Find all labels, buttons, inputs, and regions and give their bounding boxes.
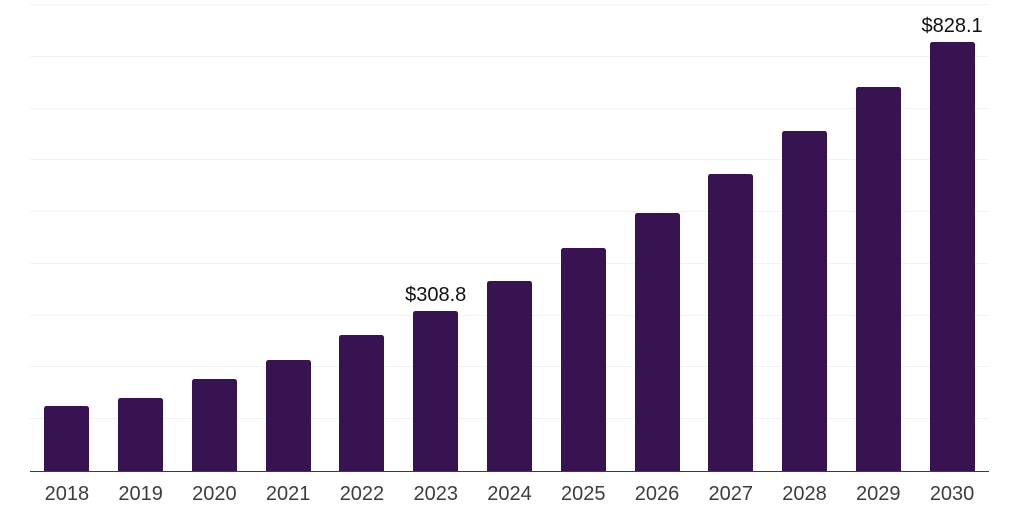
bar-slot-2029 <box>841 5 915 471</box>
gridline <box>30 159 989 161</box>
bar-2028 <box>782 131 828 471</box>
bar-2023 <box>413 311 459 471</box>
bars-container: $308.8 $828.1 <box>30 5 989 471</box>
bar-value-label-2023: $308.8 <box>405 284 467 307</box>
bar-2019 <box>118 398 164 471</box>
bar-2024 <box>486 280 532 471</box>
x-tick-label-2023: 2023 <box>413 483 458 505</box>
bar-2018 <box>44 406 90 471</box>
bar-2030 <box>929 42 975 471</box>
x-tick-label-2027: 2027 <box>708 483 754 505</box>
bar-slot-2028 <box>768 5 842 471</box>
x-tick-label-2020: 2020 <box>192 483 237 505</box>
x-tick-label-2030: 2030 <box>929 483 975 505</box>
bar-2020 <box>191 379 237 471</box>
bar-value-label-2030: $828.1 <box>921 15 983 38</box>
bar-slot-2030: $828.1 <box>915 5 989 471</box>
bar-2021 <box>265 359 311 471</box>
bar-slot-2021 <box>251 5 325 471</box>
bar-2026 <box>634 213 680 471</box>
bar-slot-2025 <box>546 5 620 471</box>
gridline <box>30 55 989 57</box>
gridline <box>30 107 989 109</box>
bar-slot-2026 <box>620 5 694 471</box>
x-tick-label-2028: 2028 <box>782 483 827 505</box>
bar-2027 <box>708 173 754 471</box>
gridline <box>30 262 989 264</box>
bar-slot-2018 <box>30 5 104 471</box>
plot-area: $308.8 $828.1 <box>30 4 989 472</box>
bar-slot-2019 <box>104 5 178 471</box>
bar-slot-2022 <box>325 5 399 471</box>
bar-2022 <box>339 334 385 471</box>
bar-slot-2024 <box>473 5 547 471</box>
x-axis-labels: 2018 2019 2020 2021 2022 2023 2024 2025 2026 2027… <box>30 481 989 508</box>
x-tick-label-2026: 2026 <box>634 483 680 505</box>
x-tick-label-2022: 2022 <box>339 483 385 505</box>
x-tick-label-2019: 2019 <box>118 483 163 505</box>
bar-2029 <box>855 86 901 471</box>
x-tick-label-2018: 2018 <box>44 483 90 505</box>
bar-slot-2020 <box>178 5 252 471</box>
bar-slot-2027 <box>694 5 768 471</box>
bar-2025 <box>560 248 606 471</box>
x-tick-label-2025: 2025 <box>560 483 606 505</box>
x-tick-label-2021: 2021 <box>265 483 311 505</box>
gridline <box>30 4 989 5</box>
bar-slot-2023: $308.8 <box>399 5 473 471</box>
x-tick-label-2024: 2024 <box>487 483 532 505</box>
gridline <box>30 211 989 213</box>
x-tick-label-2029: 2029 <box>856 483 901 505</box>
